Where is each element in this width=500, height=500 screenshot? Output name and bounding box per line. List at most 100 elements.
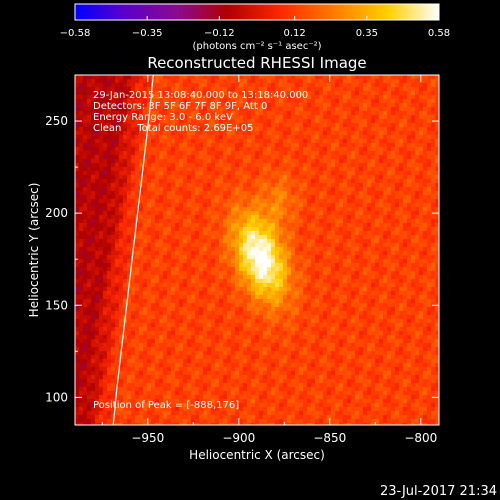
- heatmap-cell: [291, 123, 295, 127]
- heatmap-cell: [167, 91, 171, 95]
- heatmap-cell: [223, 223, 227, 227]
- heatmap-cell: [255, 203, 259, 207]
- heatmap-cell: [315, 275, 319, 279]
- heatmap-cell: [167, 291, 171, 295]
- heatmap-cell: [139, 223, 143, 227]
- heatmap-cell: [331, 91, 335, 95]
- heatmap-cell: [359, 199, 363, 203]
- heatmap-cell: [135, 199, 139, 203]
- heatmap-cell: [243, 183, 247, 187]
- heatmap-cell: [215, 115, 219, 119]
- heatmap-cell: [123, 127, 127, 131]
- heatmap-cell: [151, 203, 155, 207]
- heatmap-cell: [151, 219, 155, 223]
- heatmap-cell: [195, 75, 199, 79]
- heatmap-cell: [351, 91, 355, 95]
- heatmap-cell: [275, 251, 279, 255]
- heatmap-cell: [311, 271, 315, 275]
- heatmap-cell: [431, 175, 435, 179]
- heatmap-cell: [383, 199, 387, 203]
- heatmap-cell: [99, 287, 103, 291]
- heatmap-cell: [411, 275, 415, 279]
- heatmap-cell: [107, 131, 111, 135]
- heatmap-cell: [431, 103, 435, 107]
- heatmap-cell: [315, 215, 319, 219]
- heatmap-cell: [263, 151, 267, 155]
- heatmap-cell: [379, 155, 383, 159]
- heatmap-cell: [199, 139, 203, 143]
- heatmap-cell: [267, 239, 271, 243]
- heatmap-cell: [183, 239, 187, 243]
- heatmap-cell: [231, 91, 235, 95]
- heatmap-cell: [195, 243, 199, 247]
- heatmap-cell: [355, 231, 359, 235]
- heatmap-cell: [207, 247, 211, 251]
- heatmap-cell: [191, 235, 195, 239]
- heatmap-cell: [111, 79, 115, 83]
- heatmap-cell: [251, 267, 255, 271]
- heatmap-cell: [119, 127, 123, 131]
- heatmap-cell: [199, 239, 203, 243]
- heatmap-cell: [375, 135, 379, 139]
- heatmap-cell: [179, 223, 183, 227]
- heatmap-cell: [395, 143, 399, 147]
- heatmap-cell: [379, 287, 383, 291]
- heatmap-cell: [339, 207, 343, 211]
- colorbar-tick-label: 0.12: [284, 28, 306, 39]
- heatmap-cell: [371, 283, 375, 287]
- heatmap-cell: [263, 235, 267, 239]
- heatmap-cell: [347, 75, 351, 79]
- heatmap-cell: [235, 223, 239, 227]
- heatmap-cell: [379, 103, 383, 107]
- heatmap-cell: [219, 159, 223, 163]
- heatmap-cell: [263, 271, 267, 275]
- heatmap-cell: [271, 199, 275, 203]
- heatmap-cell: [99, 127, 103, 131]
- heatmap-cell: [195, 135, 199, 139]
- heatmap-cell: [271, 87, 275, 91]
- heatmap-cell: [155, 163, 159, 167]
- heatmap-cell: [291, 291, 295, 295]
- heatmap-cell: [179, 79, 183, 83]
- heatmap-cell: [383, 143, 387, 147]
- heatmap-cell: [331, 191, 335, 195]
- heatmap-cell: [415, 127, 419, 131]
- heatmap-cell: [251, 143, 255, 147]
- heatmap-cell: [87, 279, 91, 283]
- heatmap-cell: [359, 179, 363, 183]
- heatmap-cell: [295, 223, 299, 227]
- heatmap-cell: [399, 95, 403, 99]
- heatmap-cell: [147, 107, 151, 111]
- heatmap-cell: [167, 271, 171, 275]
- heatmap-cell: [155, 279, 159, 283]
- heatmap-cell: [363, 267, 367, 271]
- heatmap-cell: [171, 259, 175, 263]
- heatmap-cell: [143, 139, 147, 143]
- heatmap-cell: [399, 287, 403, 291]
- heatmap-cell: [183, 283, 187, 287]
- heatmap-cell: [335, 91, 339, 95]
- heatmap-cell: [163, 131, 167, 135]
- heatmap-cell: [315, 263, 319, 267]
- heatmap-cell: [223, 127, 227, 131]
- heatmap-cell: [387, 271, 391, 275]
- heatmap-cell: [299, 143, 303, 147]
- heatmap-cell: [163, 107, 167, 111]
- heatmap-cell: [319, 171, 323, 175]
- heatmap-cell: [267, 87, 271, 91]
- heatmap-cell: [255, 179, 259, 183]
- heatmap-cell: [351, 87, 355, 91]
- heatmap-cell: [351, 191, 355, 195]
- heatmap-cell: [127, 139, 131, 143]
- heatmap-cell: [211, 155, 215, 159]
- heatmap-cell: [119, 171, 123, 175]
- heatmap-cell: [171, 115, 175, 119]
- heatmap-cell: [391, 215, 395, 219]
- heatmap-cell: [215, 207, 219, 211]
- heatmap-cell: [371, 123, 375, 127]
- heatmap-cell: [195, 255, 199, 259]
- heatmap-cell: [127, 135, 131, 139]
- heatmap-cell: [299, 147, 303, 151]
- heatmap-cell: [423, 215, 427, 219]
- heatmap-cell: [303, 199, 307, 203]
